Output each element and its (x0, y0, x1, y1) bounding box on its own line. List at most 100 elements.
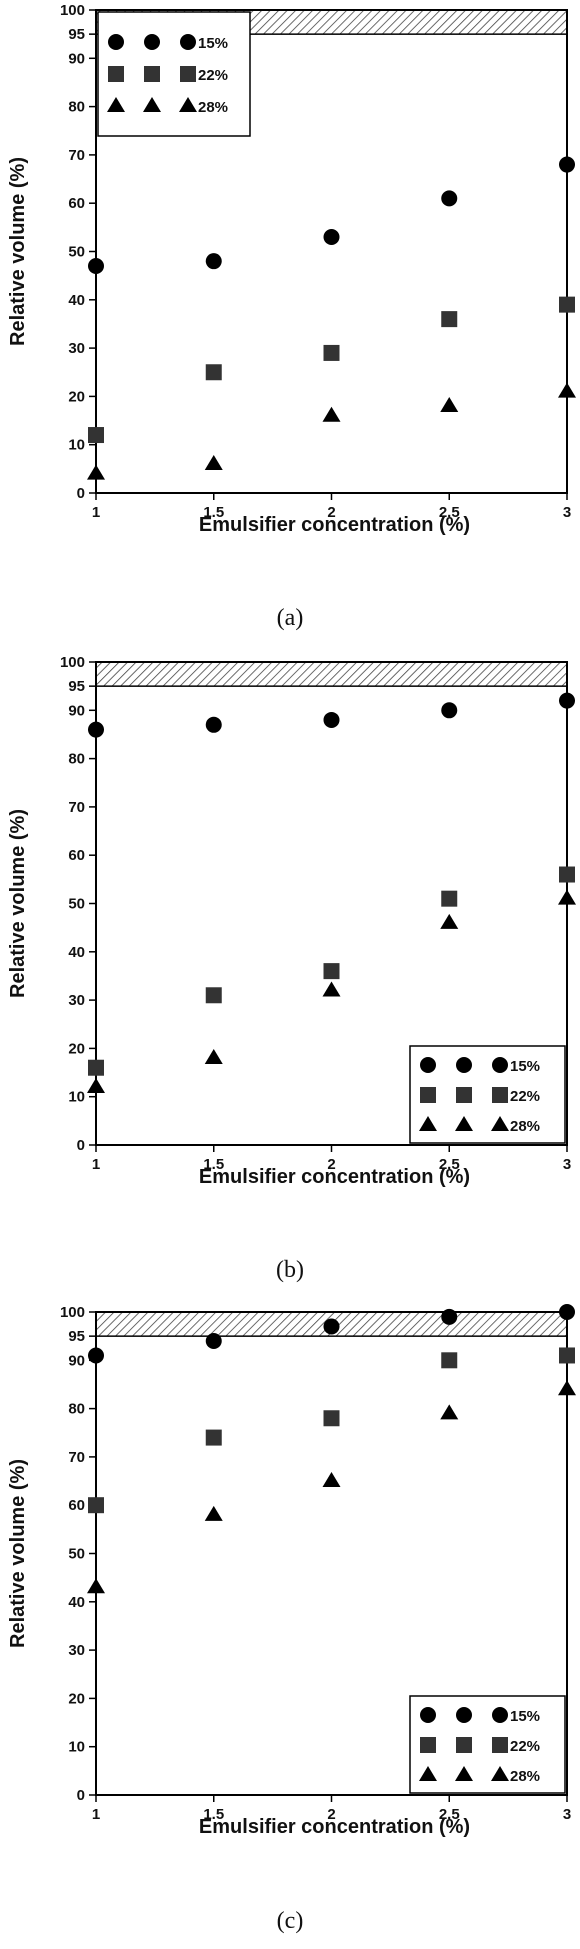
y-tick-label: 50 (68, 896, 85, 913)
legend-marker (492, 1707, 508, 1723)
data-point (205, 1429, 222, 1446)
data-point (205, 1332, 222, 1349)
legend-label: 15% (198, 35, 228, 52)
y-axis-title: Relative volume (%) (7, 1459, 29, 1648)
legend-label: 22% (198, 67, 228, 84)
legend-marker (143, 97, 161, 112)
legend-marker (419, 1116, 437, 1131)
panel-caption: (c) (277, 1908, 304, 1934)
data-point (323, 963, 340, 980)
data-point (87, 464, 105, 480)
data-point (205, 253, 222, 270)
legend-marker (455, 1766, 473, 1781)
chart-panel-2: 0 10 20 30 40 50 60 70 80 90 95 100 1 1.5 2 2.5 3 Emulsif… (7, 654, 576, 1283)
data-point (559, 156, 575, 173)
legend-marker (420, 1707, 436, 1723)
legend-marker (108, 66, 124, 82)
data-point (441, 1308, 458, 1325)
legend-marker (456, 1057, 472, 1073)
legend-marker (420, 1737, 436, 1753)
legend-marker (491, 1766, 509, 1781)
y-axis-title: Relative volume (%) (7, 809, 29, 998)
data-point (204, 1049, 223, 1065)
legend-marker (492, 1057, 508, 1073)
y-tick-label: 70 (68, 1449, 85, 1466)
y-axis-title: Relative volume (%) (7, 157, 29, 346)
x-tick-label: 3 (563, 504, 571, 521)
chart-panel-1: 0 10 20 30 40 50 60 70 80 90 95 100 1 1.5 2 2.5 3 Emulsif… (7, 2, 576, 631)
legend-marker (492, 1087, 508, 1103)
x-tick-label: 3 (563, 1156, 571, 1173)
series-28pct (87, 1380, 576, 1594)
y-tick-label: 10 (68, 437, 85, 454)
y-tick-label: 80 (68, 99, 85, 116)
y-tick-label: 100 (60, 654, 85, 671)
legend-label: 28% (198, 99, 228, 116)
data-point (323, 229, 340, 246)
shaded-band (95, 661, 568, 687)
data-point (559, 866, 575, 883)
x-axis-title: Emulsifier concentration (%) (199, 1816, 470, 1838)
legend-label: 15% (510, 1058, 540, 1075)
x-tick-label: 1 (92, 504, 100, 521)
y-tick-label: 90 (68, 702, 85, 719)
y-tick-label: 40 (68, 1594, 85, 1611)
y-tick-label: 50 (68, 1546, 85, 1563)
y-tick-label: 70 (68, 799, 85, 816)
y-tick-label: 30 (68, 992, 85, 1009)
data-point (322, 1472, 341, 1488)
data-point (441, 890, 458, 907)
data-point (88, 1497, 104, 1514)
legend-label: 28% (510, 1118, 540, 1135)
x-axis-title: Emulsifier concentration (%) (199, 514, 470, 536)
y-tick-label: 80 (68, 751, 85, 768)
data-point (440, 1404, 459, 1420)
data-point (440, 913, 459, 929)
series-15pct (88, 692, 575, 738)
data-point (441, 311, 458, 328)
data-point (205, 987, 222, 1004)
legend-label: 15% (510, 1708, 540, 1725)
y-tick-label: 95 (68, 26, 85, 43)
data-point (205, 364, 222, 381)
data-point (558, 889, 576, 905)
y-tick-label: 95 (68, 678, 85, 695)
series-22pct (88, 866, 575, 1076)
data-point (323, 344, 340, 361)
y-tick-label: 80 (68, 1401, 85, 1418)
y-tick-label: 70 (68, 147, 85, 164)
x-tick-label: 2.5 (439, 1156, 460, 1173)
y-tick-label: 90 (68, 1352, 85, 1369)
data-point (441, 702, 458, 719)
x-tick-label: 3 (563, 1806, 571, 1823)
y-tick-label: 20 (68, 388, 85, 405)
x-tick-label: 1.5 (203, 504, 224, 521)
data-point (205, 716, 222, 733)
series-22pct (88, 296, 575, 444)
legend-marker (492, 1737, 508, 1753)
x-tick-label: 1.5 (203, 1156, 224, 1173)
y-tick-label: 10 (68, 1739, 85, 1756)
data-point (88, 721, 104, 738)
y-tick-label: 60 (68, 1497, 85, 1514)
legend-marker (144, 34, 160, 50)
data-point (559, 692, 575, 709)
legend-marker (179, 97, 197, 112)
data-point (559, 296, 575, 313)
y-tick-label: 90 (68, 50, 85, 67)
panel-caption: (b) (276, 1257, 304, 1283)
data-point (559, 1304, 575, 1320)
y-tick-label: 0 (77, 485, 85, 502)
y-tick-label: 30 (68, 1642, 85, 1659)
y-tick-label: 30 (68, 340, 85, 357)
panel-caption: (a) (277, 605, 304, 631)
y-tick-label: 100 (60, 2, 85, 19)
y-tick-label: 50 (68, 244, 85, 261)
y-tick-label: 40 (68, 292, 85, 309)
y-tick-label: 60 (68, 847, 85, 864)
legend: 15% 22% 28% (97, 11, 251, 137)
data-point (558, 1380, 576, 1396)
x-tick-label: 2.5 (439, 1806, 460, 1823)
y-tick-label: 100 (60, 1304, 85, 1321)
